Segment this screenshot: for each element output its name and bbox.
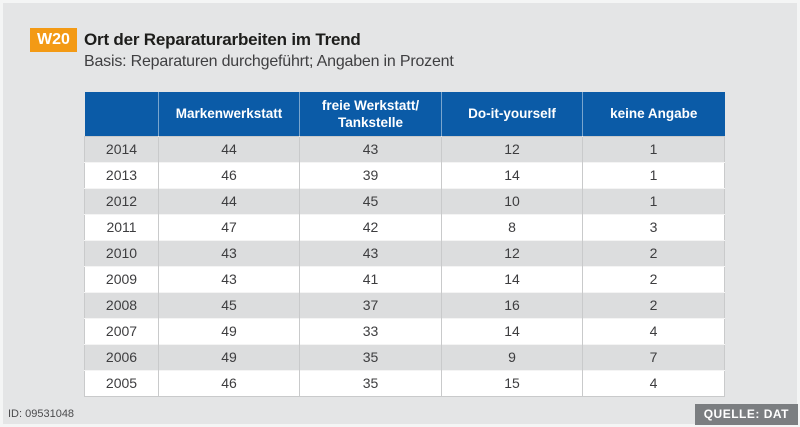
value-cell: 46 bbox=[158, 162, 300, 188]
value-cell: 9 bbox=[441, 344, 583, 370]
table-row: 2013 46 39 14 1 bbox=[84, 162, 725, 188]
value-cell: 45 bbox=[299, 188, 442, 214]
year-cell: 2007 bbox=[105, 323, 138, 339]
value-cell: 14 bbox=[441, 162, 583, 188]
table-row: 2010 43 43 12 2 bbox=[84, 240, 725, 266]
figure-tag-badge: W20 bbox=[30, 28, 77, 52]
year-cell: 2006 bbox=[105, 349, 138, 365]
value-cell: 43 bbox=[299, 136, 442, 162]
value-cell: 43 bbox=[158, 240, 300, 266]
value-cell: 7 bbox=[582, 344, 725, 370]
value-cell: 15 bbox=[441, 370, 583, 396]
column-header: freie Werkstatt/ Tankstelle bbox=[299, 92, 442, 136]
value-cell: 1 bbox=[582, 136, 725, 162]
value-cell: 10 bbox=[441, 188, 583, 214]
data-table: Markenwerkstatt freie Werkstatt/ Tankstel… bbox=[84, 92, 725, 397]
value-cell: 35 bbox=[299, 370, 442, 396]
source-badge: QUELLE: DAT bbox=[694, 404, 798, 425]
year-cell: 2014 bbox=[105, 141, 138, 157]
value-cell: 49 bbox=[158, 344, 300, 370]
year-cell: 2012 bbox=[105, 193, 138, 209]
value-cell: 46 bbox=[158, 370, 300, 396]
table-body: 2014 44 43 12 1 2013 46 39 14 1 2012 44 45 10 1 2011 47 4… bbox=[84, 136, 725, 396]
value-cell: 39 bbox=[299, 162, 442, 188]
value-cell: 8 bbox=[441, 214, 583, 240]
value-cell: 49 bbox=[158, 318, 300, 344]
table-row: 2007 49 33 14 4 bbox=[84, 318, 725, 344]
value-cell: 44 bbox=[158, 136, 300, 162]
trend-table: Markenwerkstatt freie Werkstatt/ Tankstel… bbox=[84, 92, 725, 397]
value-cell: 37 bbox=[299, 292, 442, 318]
year-cell: 2008 bbox=[105, 297, 138, 313]
value-cell: 47 bbox=[158, 214, 300, 240]
value-cell: 42 bbox=[299, 214, 442, 240]
value-cell: 41 bbox=[299, 266, 442, 292]
figure-subtitle: Basis: Reparaturen durchgeführt; Angaben… bbox=[84, 53, 454, 70]
value-cell: 43 bbox=[299, 240, 442, 266]
year-cell: 2011 bbox=[106, 219, 137, 235]
column-header: Do-it-yourself bbox=[441, 92, 583, 136]
value-cell: 2 bbox=[582, 266, 725, 292]
value-cell: 2 bbox=[582, 292, 725, 318]
value-cell: 4 bbox=[582, 370, 725, 396]
table-row: 2006 49 35 9 7 bbox=[84, 344, 725, 370]
year-cell: 2005 bbox=[105, 375, 138, 391]
value-cell: 35 bbox=[299, 344, 442, 370]
table-row: 2009 43 41 14 2 bbox=[84, 266, 725, 292]
year-cell: 2010 bbox=[105, 245, 138, 261]
table-row: 2011 47 42 8 3 bbox=[84, 214, 725, 240]
figure-title: Ort der Reparaturarbeiten im Trend bbox=[84, 30, 361, 49]
value-cell: 3 bbox=[582, 214, 725, 240]
value-cell: 14 bbox=[441, 318, 583, 344]
value-cell: 14 bbox=[441, 266, 583, 292]
column-header bbox=[84, 92, 159, 136]
value-cell: 4 bbox=[582, 318, 725, 344]
table-row: 2005 46 35 15 4 bbox=[84, 370, 725, 396]
column-header: Markenwerkstatt bbox=[158, 92, 300, 136]
table-header-row: Markenwerkstatt freie Werkstatt/ Tankstel… bbox=[84, 92, 725, 136]
value-cell: 12 bbox=[441, 136, 583, 162]
value-cell: 44 bbox=[158, 188, 300, 214]
column-header: keine Angabe bbox=[582, 92, 725, 136]
value-cell: 45 bbox=[158, 292, 300, 318]
value-cell: 12 bbox=[441, 240, 583, 266]
value-cell: 1 bbox=[582, 188, 725, 214]
table-row: 2012 44 45 10 1 bbox=[84, 188, 725, 214]
value-cell: 2 bbox=[582, 240, 725, 266]
table-row: 2014 44 43 12 1 bbox=[84, 136, 725, 162]
table-row: 2008 45 37 16 2 bbox=[84, 292, 725, 318]
value-cell: 1 bbox=[582, 162, 725, 188]
value-cell: 16 bbox=[441, 292, 583, 318]
figure-id: ID: 09531048 bbox=[8, 408, 75, 420]
year-cell: 2013 bbox=[105, 167, 138, 183]
value-cell: 43 bbox=[158, 266, 300, 292]
value-cell: 33 bbox=[299, 318, 442, 344]
year-cell: 2009 bbox=[105, 271, 138, 287]
